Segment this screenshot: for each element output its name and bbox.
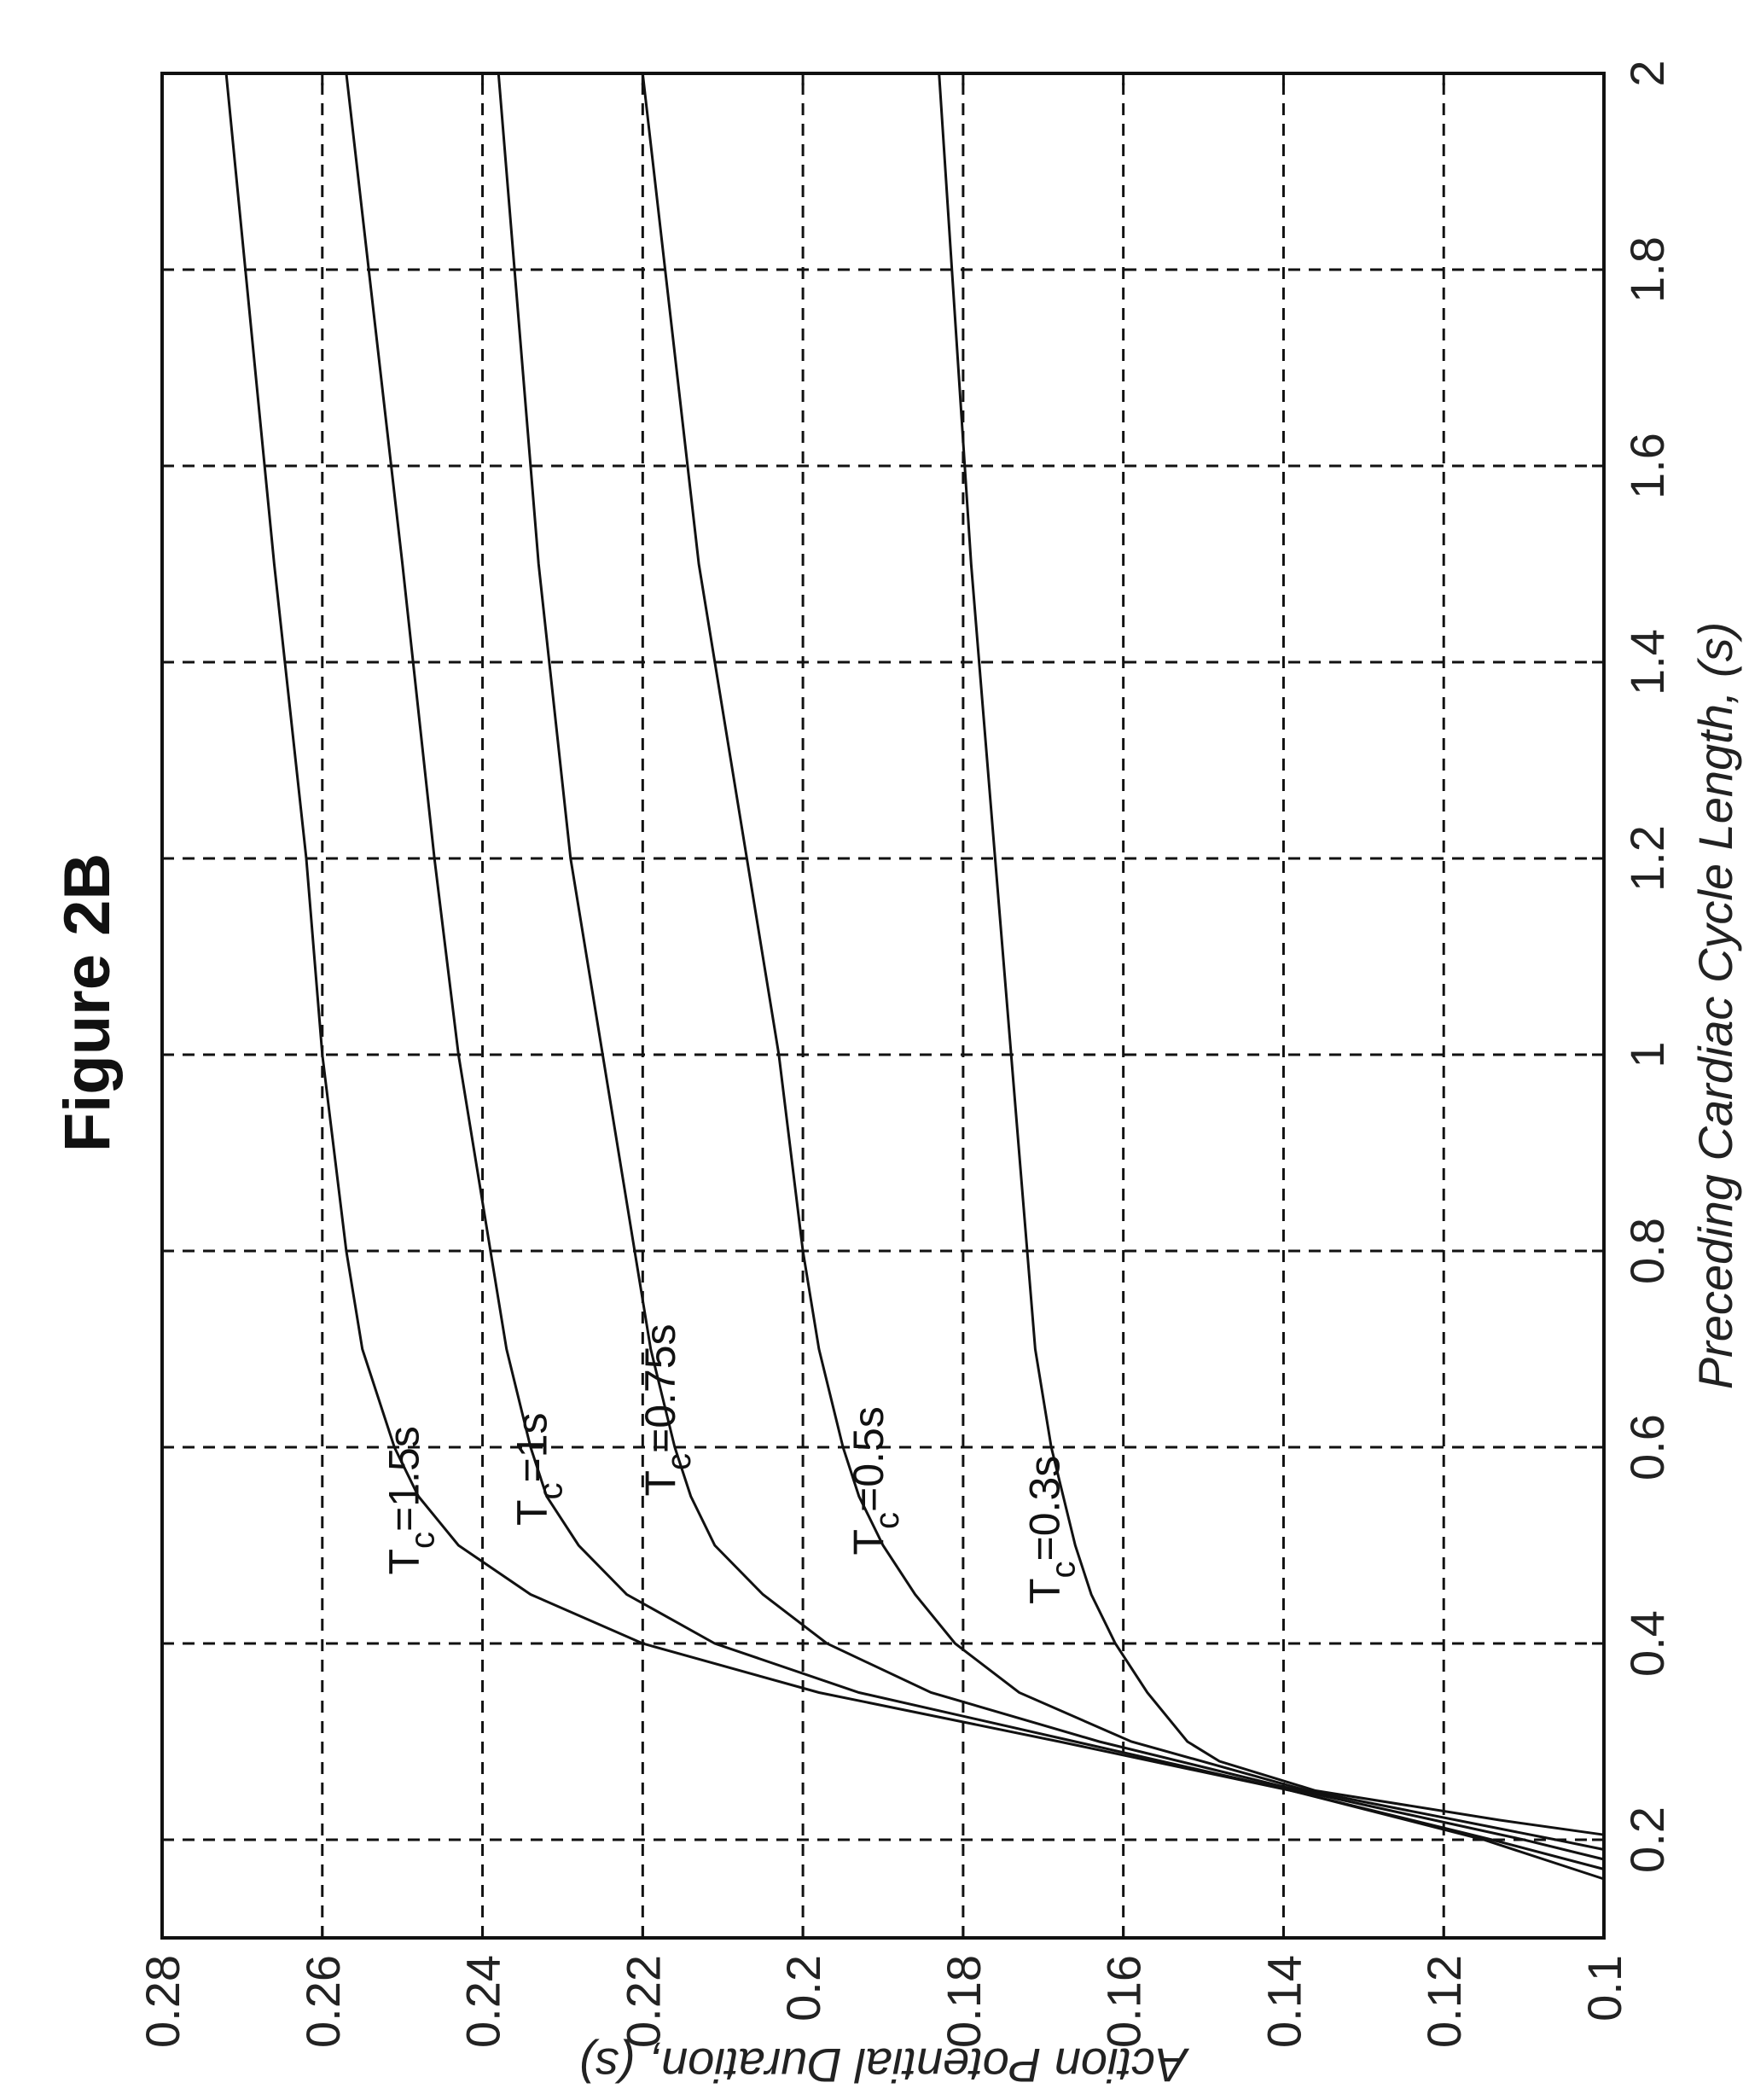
- x-tick-label: 0.2: [1620, 1806, 1674, 1873]
- x-tick-label: 0.6: [1620, 1414, 1674, 1480]
- x-tick-label: 1.8: [1620, 236, 1674, 303]
- figure-title: Figure 2B: [51, 853, 124, 1153]
- curve-series-2: [346, 73, 1604, 1870]
- curve-series-1: [226, 73, 1604, 1879]
- curve-label-3: Tc=0.75s: [636, 1323, 698, 1496]
- y-tick-label: 0.16: [1097, 1955, 1151, 2048]
- y-tick-label: 0.1: [1577, 1955, 1631, 2021]
- y-tick-label: 0.14: [1257, 1955, 1310, 2048]
- curve-series-5: [939, 73, 1604, 1835]
- curve-label-2: Tc=1s: [508, 1412, 570, 1526]
- curve-label-4: Tc=0.5s: [845, 1406, 906, 1555]
- x-tick-label: 1: [1620, 1041, 1674, 1067]
- x-axis-title: Preceding Cardiac Cycle Length, (s): [1688, 622, 1742, 1390]
- y-tick-label: 0.28: [136, 1955, 189, 2048]
- y-axis-ticks: 0.1 0.12 0.14 0.16 0.18 0.2 0.22 0.24 0.26 0.28: [136, 73, 1631, 2048]
- y-tick-label: 0.24: [456, 1955, 510, 2048]
- y-tick-label: 0.22: [616, 1955, 670, 2048]
- y-tick-label: 0.18: [937, 1955, 991, 2048]
- x-tick-label: 0.4: [1620, 1610, 1674, 1677]
- y-tick-label: 0.2: [776, 1955, 830, 2021]
- x-tick-label: 0.8: [1620, 1218, 1674, 1284]
- y-tick-label: 0.26: [296, 1955, 350, 2048]
- x-tick-label: 1.4: [1620, 629, 1674, 695]
- x-tick-label: 1.6: [1620, 433, 1674, 499]
- x-tick-label: 2: [1620, 60, 1674, 86]
- x-axis-ticks: 0.2 0.4 0.6 0.8 1 1.2 1.4 1.6 1.8 2: [162, 60, 1674, 1873]
- x-tick-label: 1.2: [1620, 825, 1674, 892]
- curves: [226, 73, 1604, 1879]
- y-axis-title: Action Potential Duration, (s): [579, 2039, 1190, 2092]
- curve-label-5: Tc=0.3s: [1021, 1456, 1083, 1604]
- y-tick-label: 0.12: [1417, 1955, 1471, 2048]
